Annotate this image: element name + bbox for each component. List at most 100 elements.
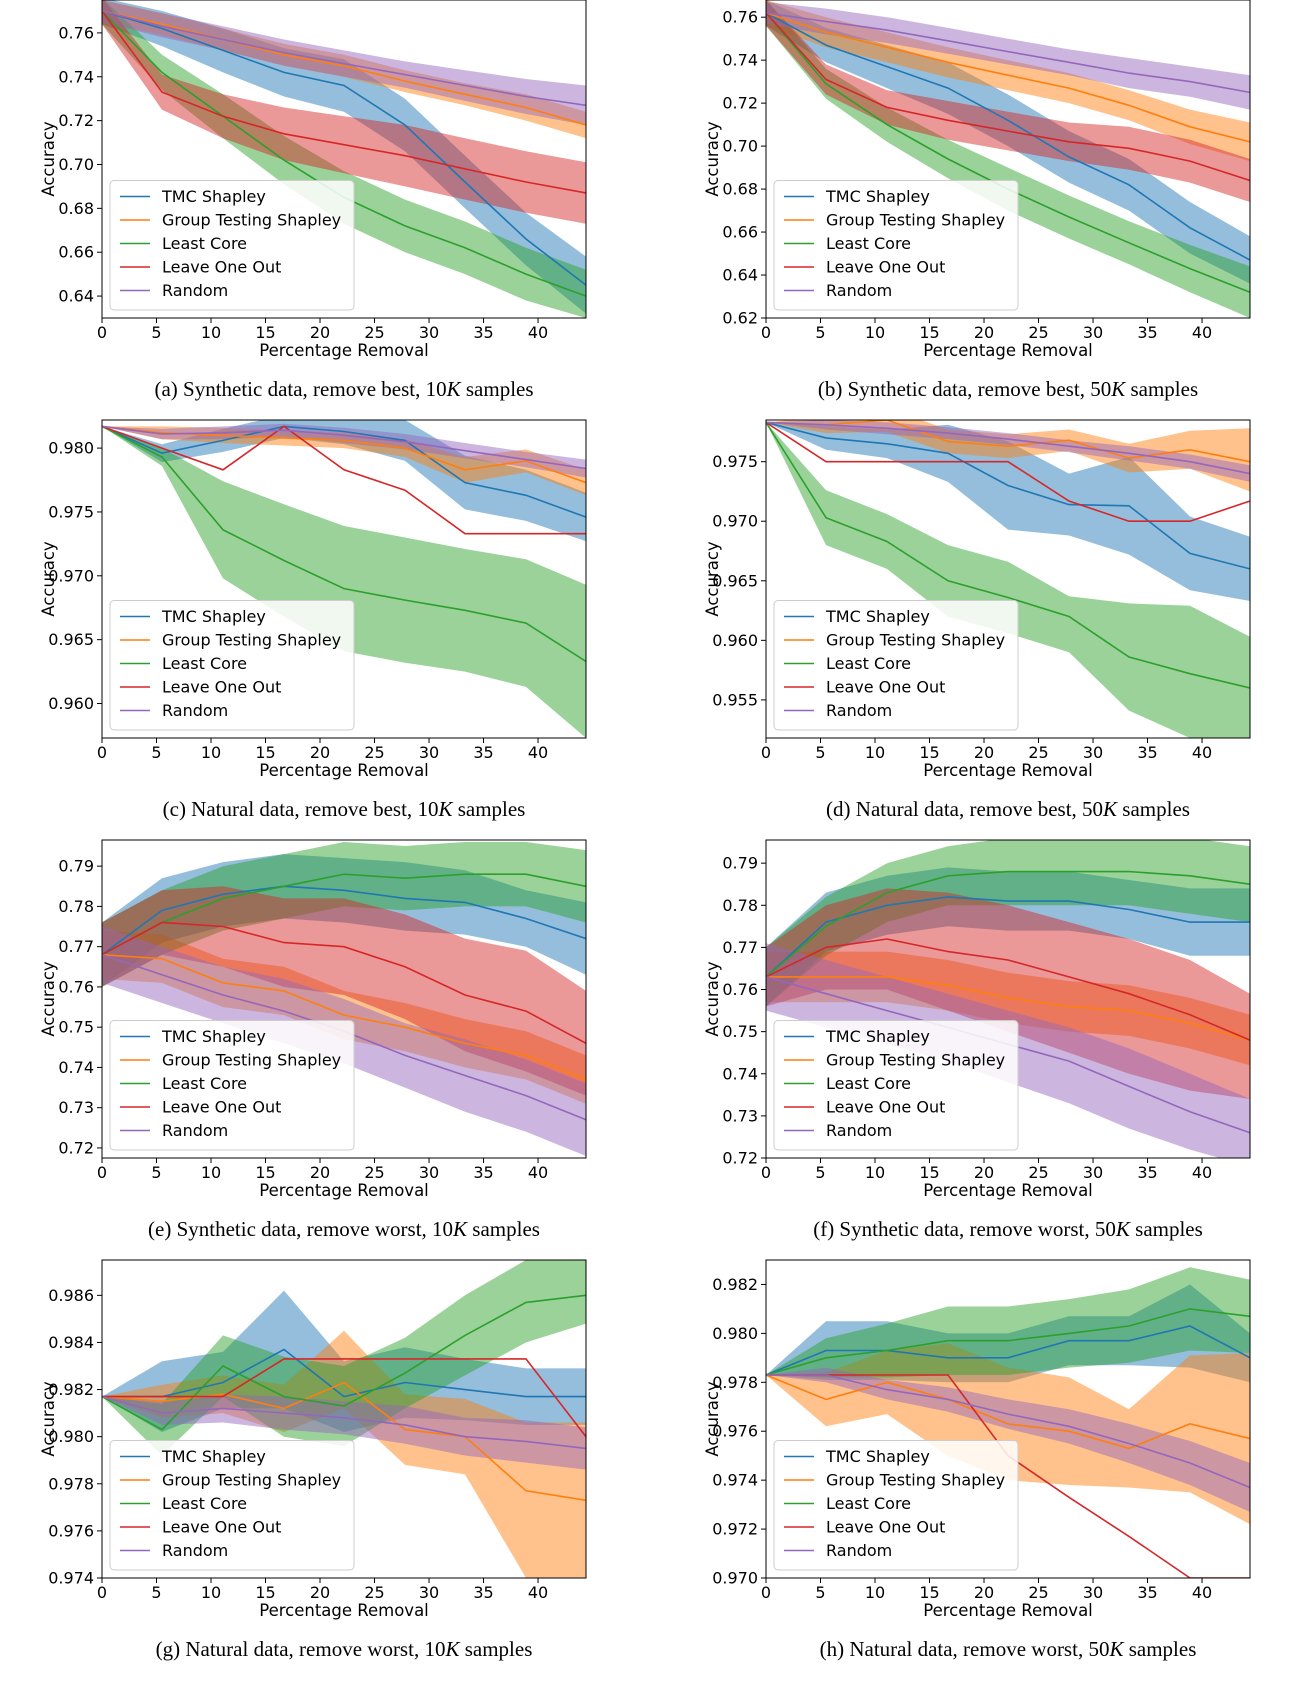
legend-entry: Least Core [162, 1074, 247, 1093]
caption-sample-count: 50 [1082, 797, 1103, 821]
figure-caption: (e) Synthetic data, remove worst, 10K sa… [148, 1217, 540, 1241]
x-tick-label: 5 [815, 1163, 825, 1182]
x-tick-label: 35 [1137, 1163, 1157, 1182]
legend-entry: Random [162, 281, 228, 300]
x-tick-label: 0 [761, 1163, 771, 1182]
x-tick-label: 10 [201, 1163, 221, 1182]
caption-text: (f) Synthetic data, remove worst, [813, 1217, 1095, 1241]
line-leave-one-out [766, 12, 1250, 182]
x-axis-label: Percentage Removal [923, 341, 1093, 360]
caption-text: (e) Synthetic data, remove worst, [148, 1217, 432, 1241]
x-tick-label: 35 [1137, 1583, 1157, 1602]
band-random [766, 420, 1250, 482]
line-least-core [766, 421, 1250, 689]
legend: TMC Shapley Group Testing Shapley Least Co… [109, 600, 355, 731]
x-tick-label: 40 [528, 743, 548, 762]
line-tmc-shapley [102, 425, 586, 518]
caption-suffix: samples [467, 1217, 540, 1241]
band-tmc-shapley [102, 854, 586, 987]
legend-entry: Group Testing Shapley [826, 631, 1005, 650]
line-random [102, 10, 586, 107]
caption-text: (a) Synthetic data, remove best, [154, 377, 425, 401]
band-least-core [766, 0, 1250, 318]
x-axis-label: Percentage Removal [923, 761, 1093, 780]
caption-suffix: samples [452, 797, 525, 821]
x-tick-label: 35 [1137, 323, 1157, 342]
line-tmc-shapley [766, 896, 1250, 978]
y-tick-label: 0.980 [712, 1324, 758, 1343]
legend-entry: Least Core [162, 654, 247, 673]
legend: TMC Shapley Group Testing Shapley Least Co… [109, 1440, 355, 1571]
y-tick-label: 0.970 [712, 1569, 758, 1588]
x-tick-label: 35 [473, 1163, 493, 1182]
x-tick-label: 20 [974, 743, 994, 762]
x-tick-label: 15 [255, 1163, 275, 1182]
figure-caption: (d) Natural data, remove best, 50K sampl… [826, 797, 1190, 821]
x-tick-label: 20 [310, 323, 330, 342]
figure-caption: (c) Natural data, remove best, 10K sampl… [163, 797, 526, 821]
y-tick-label: 0.79 [58, 857, 94, 876]
x-tick-label: 20 [310, 1163, 330, 1182]
caption-sample-count: 50 [1095, 1217, 1116, 1241]
x-tick-label: 10 [865, 1163, 885, 1182]
plot-frame [101, 0, 587, 319]
figure-caption: (h) Natural data, remove worst, 50K samp… [820, 1637, 1197, 1661]
y-tick-label: 0.978 [48, 1474, 94, 1493]
band-tmc-shapley [102, 420, 586, 542]
legend-entry: Leave One Out [162, 1518, 281, 1537]
y-tick-label: 0.72 [722, 94, 758, 113]
y-axis-label: Accuracy [39, 961, 58, 1037]
legend-entry: Leave One Out [826, 678, 945, 697]
legend-box [109, 600, 355, 731]
chart-panel-1: 0 5 10 15 20 25 30 35 40 0.64 0.66 0.68 0.70 0.72 0.74… [39, 0, 587, 401]
legend-entry: Group Testing Shapley [162, 631, 341, 650]
legend-entry: TMC Shapley [161, 1027, 266, 1046]
legend: TMC Shapley Group Testing Shapley Least Co… [773, 600, 1019, 731]
caption-text: (g) Natural data, remove worst, [156, 1637, 425, 1661]
x-tick-label: 25 [1028, 743, 1048, 762]
y-tick-label: 0.975 [48, 502, 94, 521]
legend-entry: Random [826, 1121, 892, 1140]
x-tick-label: 30 [1083, 1583, 1103, 1602]
line-tmc-shapley [766, 1325, 1250, 1376]
caption-sample-unit: K [437, 797, 453, 821]
band-group-testing-shapley [102, 1330, 586, 1578]
band-tmc-shapley [766, 867, 1250, 1007]
line-group-testing-shapley [102, 1381, 586, 1502]
legend-entry: Least Core [162, 1494, 247, 1513]
chart-panel-5: 0 5 10 15 20 25 30 35 40 0.72 0.73 0.74 0.75 0.76 0.77… [39, 839, 587, 1241]
line-random [102, 1395, 586, 1450]
line-tmc-shapley [102, 885, 586, 956]
x-tick-label: 0 [97, 323, 107, 342]
band-group-testing-shapley [102, 0, 586, 139]
line-tmc-shapley [102, 10, 586, 286]
band-group-testing-shapley [766, 1343, 1250, 1525]
x-tick-label: 0 [97, 1583, 107, 1602]
figure-caption: (b) Synthetic data, remove best, 50K sam… [818, 377, 1198, 401]
legend: TMC Shapley Group Testing Shapley Least Co… [773, 1440, 1019, 1571]
band-group-testing-shapley [766, 951, 1250, 1066]
y-tick-label: 0.74 [722, 51, 758, 70]
caption-text: (d) Natural data, remove best, [826, 797, 1082, 821]
x-tick-label: 30 [419, 323, 439, 342]
legend-entry: Group Testing Shapley [826, 211, 1005, 230]
y-tick-label: 0.76 [58, 977, 94, 996]
x-tick-label: 15 [919, 743, 939, 762]
x-axis-label: Percentage Removal [923, 1601, 1093, 1620]
x-tick-label: 0 [97, 1163, 107, 1182]
x-tick-label: 5 [815, 743, 825, 762]
x-tick-label: 20 [310, 1583, 330, 1602]
x-tick-label: 10 [201, 323, 221, 342]
plot-area [766, 420, 1250, 738]
plot-frame [101, 839, 587, 1159]
x-tick-label: 35 [473, 1583, 493, 1602]
caption-suffix: samples [1123, 1637, 1196, 1661]
legend-entry: Group Testing Shapley [162, 211, 341, 230]
caption-sample-unit: K [1102, 797, 1118, 821]
y-tick-label: 0.74 [58, 1058, 94, 1077]
y-tick-label: 0.980 [48, 439, 94, 458]
y-axis-label: Accuracy [39, 1381, 58, 1457]
y-tick-label: 0.960 [712, 631, 758, 650]
band-tmc-shapley [766, 0, 1250, 284]
